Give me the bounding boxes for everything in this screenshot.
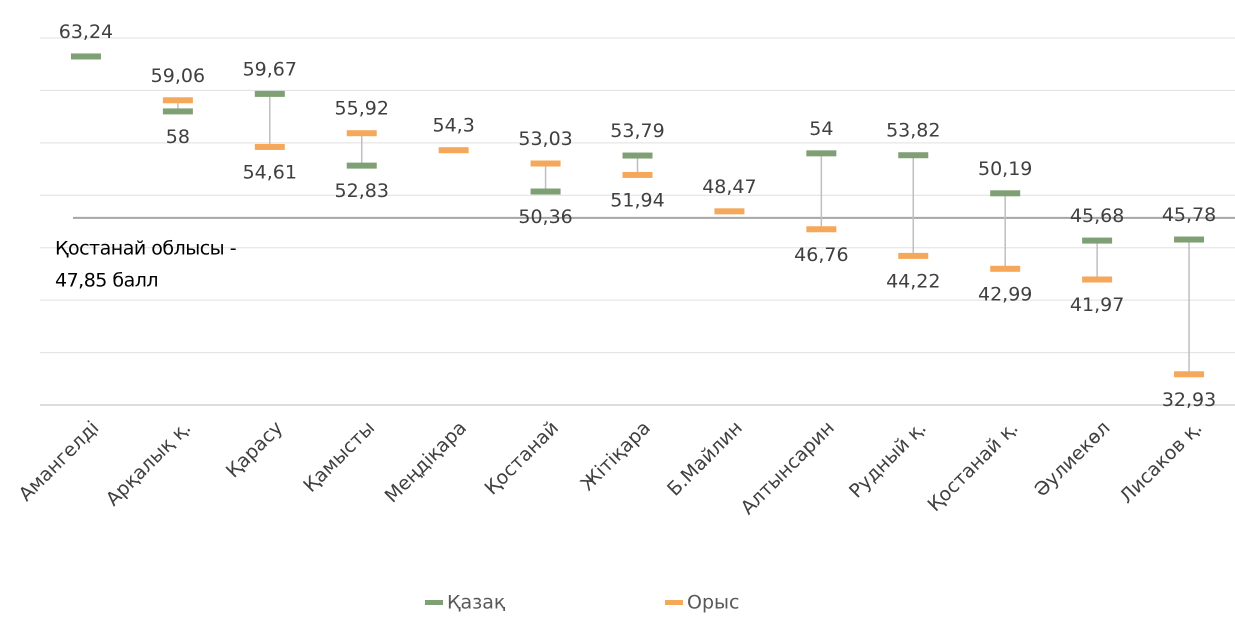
marker: [1174, 236, 1205, 243]
x-tick-label: Арқалық қ.: [102, 417, 196, 511]
x-tick-label: Лисаков қ.: [1116, 417, 1207, 508]
x-tick-label: Б.Майлин: [663, 417, 747, 501]
marker: [530, 188, 561, 195]
data-label: 58: [166, 126, 190, 148]
marker: [162, 108, 193, 115]
category-group: 50,19 42,99: [978, 158, 1032, 305]
category-group: 45,68 41,97: [1070, 205, 1124, 316]
category-group: 58 59,06: [151, 65, 205, 148]
marker: [254, 90, 285, 97]
category-group: 54,3: [432, 115, 475, 154]
marker: [162, 97, 193, 104]
category-group: 52,83 55,92: [335, 98, 389, 202]
marker: [806, 226, 837, 233]
category-group: 59,67 54,61: [243, 58, 297, 183]
x-tick-label: Қостанай: [480, 417, 563, 500]
legend-label: Қазақ: [447, 592, 506, 614]
data-label: 63,24: [59, 21, 113, 43]
category-group: 54 46,76: [794, 118, 848, 266]
marker: [254, 143, 285, 150]
reference-label: 47,85 балл: [55, 269, 158, 291]
marker: [70, 53, 101, 60]
data-label: 42,99: [978, 283, 1032, 305]
data-label: 53,03: [518, 128, 572, 150]
data-label: 51,94: [610, 189, 664, 211]
marker: [1082, 237, 1113, 244]
data-label: 53,79: [610, 120, 664, 142]
x-tick-label: Амангелді: [15, 417, 104, 506]
legend-swatch: [665, 600, 683, 605]
category-group: 53,79 51,94: [610, 120, 664, 211]
x-tick-label: Рудный қ.: [845, 417, 931, 503]
data-label: 53,82: [886, 120, 940, 142]
x-tick-label: Әулиекөл: [1030, 417, 1115, 502]
data-label: 54,3: [432, 115, 474, 137]
data-label: 52,83: [335, 180, 389, 202]
category-group: 63,24: [59, 21, 113, 60]
category-group: 45,78 32,93: [1162, 204, 1216, 411]
legend-swatch: [425, 600, 443, 605]
data-label: 45,78: [1162, 204, 1216, 226]
category-group: 50,36 53,03: [518, 128, 572, 228]
x-tick-label: Жітіқара: [576, 417, 654, 495]
category-group: 48,47: [702, 176, 757, 215]
marker: [990, 190, 1021, 197]
data-label: 59,67: [243, 58, 297, 80]
x-tick-label: Қарасу: [222, 417, 287, 482]
marker: [622, 171, 653, 178]
x-tick-label: Қамысты: [299, 417, 379, 497]
x-tick-label: Қостанай қ.: [923, 417, 1022, 516]
legend-label: Орыс: [687, 592, 739, 614]
data-label: 44,22: [886, 270, 940, 292]
data-label: 41,97: [1070, 294, 1124, 316]
data-label: 46,76: [794, 244, 848, 266]
marker: [898, 252, 929, 259]
marker: [1082, 276, 1113, 283]
marker: [806, 150, 837, 157]
data-label: 55,92: [335, 98, 389, 120]
data-label: 50,19: [978, 158, 1032, 180]
x-tick-label: Меңдіқара: [381, 417, 471, 507]
marker: [346, 130, 377, 137]
data-label: 50,36: [518, 206, 572, 228]
marker: [622, 152, 653, 159]
marker: [438, 147, 469, 154]
category-group: 53,82 44,22: [886, 120, 940, 293]
marker: [714, 208, 745, 215]
marker: [530, 160, 561, 167]
marker: [990, 265, 1021, 272]
data-label: 54,61: [243, 161, 297, 183]
reference-label: Қостанай облысы -: [55, 237, 236, 259]
x-tick-label: Алтынсарин: [737, 417, 839, 519]
data-label: 48,47: [702, 176, 756, 198]
marker: [898, 152, 929, 159]
data-label: 32,93: [1162, 389, 1216, 411]
data-label: 54: [809, 118, 833, 140]
marker: [346, 162, 377, 169]
data-label: 45,68: [1070, 205, 1124, 227]
data-label: 59,06: [151, 65, 205, 87]
marker: [1174, 371, 1205, 378]
